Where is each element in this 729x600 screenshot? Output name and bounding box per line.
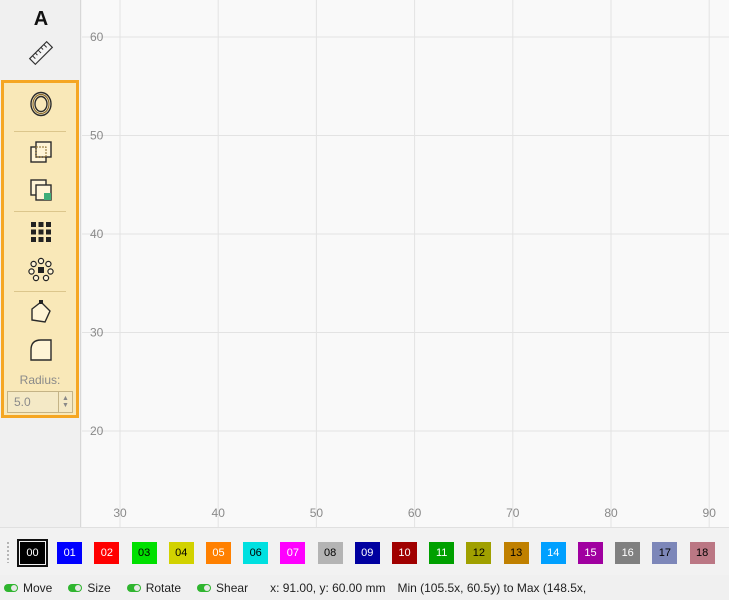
color-swatch-07[interactable]: 07 — [280, 542, 306, 564]
toggle-on-icon — [68, 583, 83, 592]
weld-icon — [30, 179, 52, 201]
node-edit-icon — [31, 300, 51, 323]
toggle-on-icon — [4, 583, 18, 592]
color-swatch-08[interactable]: 08 — [317, 542, 343, 564]
y-tick-label: 40 — [90, 227, 104, 241]
size-toggle-label: Size — [87, 580, 111, 595]
y-tick-label: 20 — [90, 424, 104, 438]
design-canvas[interactable]: 30 40 50 60 70 80 90 60 50 40 30 20 — [82, 0, 729, 527]
y-tick-label: 50 — [90, 129, 104, 143]
circular-array-icon — [28, 257, 54, 282]
text-tool-button[interactable]: A — [26, 4, 56, 34]
grid-array-tool-button[interactable] — [26, 217, 56, 247]
node-edit-tool-button[interactable] — [26, 297, 56, 327]
x-tick-label: 50 — [310, 506, 324, 520]
cursor-coordinates: x: 91.00, y: 60.00 mm — [270, 580, 386, 595]
ruler-icon — [28, 40, 54, 66]
color-swatch-17[interactable]: 17 — [652, 542, 678, 564]
color-swatch-16[interactable]: 16 — [615, 542, 641, 564]
status-bar: Move Size Rotate Shear x: 91.00, y: 60.0… — [0, 575, 729, 600]
color-swatch-06[interactable]: 06 — [243, 542, 269, 564]
text-icon: A — [33, 7, 49, 30]
move-toggle-label: Move — [23, 580, 53, 595]
color-swatch-02[interactable]: 02 — [94, 542, 120, 564]
boolean-union-icon — [30, 141, 52, 163]
color-swatch-05[interactable]: 05 — [206, 542, 231, 564]
rotate-toggle-label: Rotate — [145, 580, 182, 595]
move-toggle[interactable]: Move — [4, 581, 52, 595]
color-swatch-14[interactable]: 14 — [540, 542, 566, 564]
x-tick-label: 60 — [408, 506, 422, 520]
toggle-on-icon — [126, 583, 141, 592]
grid-array-icon — [31, 222, 51, 242]
x-tick-label: 70 — [506, 506, 520, 520]
canvas-grid: 30 40 50 60 70 80 90 60 50 40 30 20 — [82, 0, 729, 527]
color-palette-bar: 00 01 02 03 04 05 06 07 08 09 10 11 12 13 14 15 16 17 18 — [0, 527, 729, 575]
color-swatch-00[interactable]: 00 — [17, 539, 48, 567]
shear-toggle-label: Shear — [216, 580, 249, 595]
corner-radius-tool-button[interactable] — [26, 335, 56, 365]
radius-input[interactable]: 5.0 — [14, 395, 31, 409]
toggle-on-icon — [197, 583, 212, 592]
offset-tool-button[interactable] — [26, 89, 56, 119]
color-swatch-01[interactable]: 01 — [57, 542, 83, 564]
shape-tools-group: Radius: 5.0 ▲ ▼ — [1, 80, 79, 418]
rotate-toggle[interactable]: Rotate — [126, 580, 182, 595]
circular-array-tool-button[interactable] — [26, 255, 56, 285]
y-tick-label: 30 — [90, 326, 104, 340]
color-swatch-11[interactable]: 11 — [429, 542, 455, 564]
color-swatch-04[interactable]: 04 — [168, 542, 194, 564]
color-swatch-10[interactable]: 10 — [392, 542, 417, 564]
color-swatch-15[interactable]: 15 — [578, 542, 603, 564]
corner-radius-icon — [30, 339, 52, 361]
radius-label: Radius: — [19, 373, 61, 387]
weld-tool-button[interactable] — [26, 175, 56, 205]
color-swatch-18[interactable]: 18 — [689, 542, 715, 564]
spin-arrows-icon[interactable]: ▲ ▼ — [58, 392, 72, 412]
boolean-union-tool-button[interactable] — [26, 137, 56, 167]
y-tick-label: 60 — [90, 30, 104, 44]
color-swatch-09[interactable]: 09 — [354, 542, 380, 564]
x-tick-label: 40 — [212, 506, 226, 520]
radius-spinbox[interactable]: 5.0 ▲ ▼ — [7, 391, 73, 413]
left-toolbar: A — [0, 0, 81, 527]
measure-tool-button[interactable] — [26, 38, 56, 68]
shear-toggle[interactable]: Shear — [197, 581, 248, 595]
offset-icon — [30, 91, 52, 117]
color-swatch-03[interactable]: 03 — [131, 542, 157, 564]
x-tick-label: 80 — [604, 506, 618, 520]
x-tick-label: 90 — [703, 506, 717, 520]
toolbar-grip-icon[interactable] — [6, 541, 10, 563]
color-swatch-13[interactable]: 13 — [503, 542, 529, 564]
size-toggle[interactable]: Size — [68, 580, 111, 595]
selection-bounds: Min (105.5x, 60.5y) to Max (148.5x, — [397, 580, 587, 595]
x-tick-label: 30 — [113, 506, 127, 520]
color-swatch-12[interactable]: 12 — [466, 542, 492, 564]
